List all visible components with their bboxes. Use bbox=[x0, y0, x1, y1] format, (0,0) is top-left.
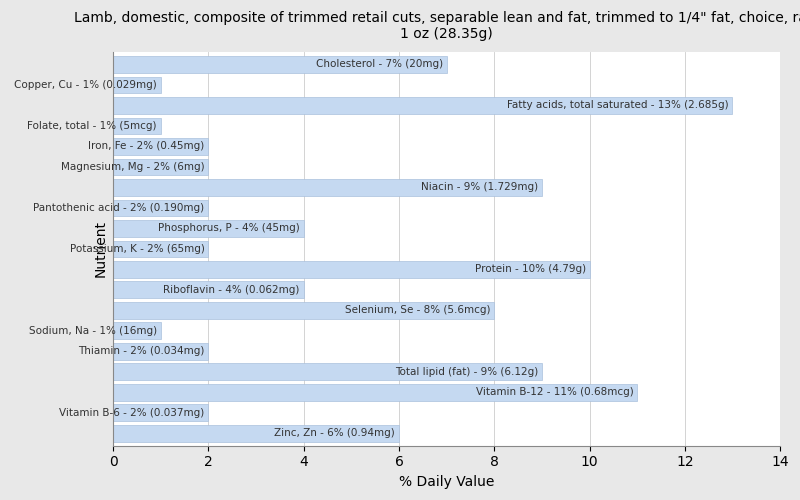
Text: Cholesterol - 7% (20mg): Cholesterol - 7% (20mg) bbox=[316, 60, 442, 70]
Text: Vitamin B-6 - 2% (0.037mg): Vitamin B-6 - 2% (0.037mg) bbox=[59, 408, 205, 418]
Text: Sodium, Na - 1% (16mg): Sodium, Na - 1% (16mg) bbox=[29, 326, 157, 336]
Text: Iron, Fe - 2% (0.45mg): Iron, Fe - 2% (0.45mg) bbox=[88, 142, 205, 152]
Text: Vitamin B-12 - 11% (0.68mcg): Vitamin B-12 - 11% (0.68mcg) bbox=[475, 388, 634, 398]
Bar bbox=[113, 302, 494, 319]
Bar bbox=[113, 220, 304, 237]
Text: Phosphorus, P - 4% (45mg): Phosphorus, P - 4% (45mg) bbox=[158, 224, 300, 234]
Text: Fatty acids, total saturated - 13% (2.685g): Fatty acids, total saturated - 13% (2.68… bbox=[507, 100, 729, 110]
Bar bbox=[113, 179, 542, 196]
Text: Protein - 10% (4.79g): Protein - 10% (4.79g) bbox=[474, 264, 586, 274]
Bar bbox=[113, 76, 161, 94]
Bar bbox=[113, 240, 208, 258]
Text: Riboflavin - 4% (0.062mg): Riboflavin - 4% (0.062mg) bbox=[163, 285, 300, 295]
Text: Zinc, Zn - 6% (0.94mg): Zinc, Zn - 6% (0.94mg) bbox=[274, 428, 395, 438]
Bar bbox=[113, 138, 208, 155]
Bar bbox=[113, 384, 637, 400]
Text: Magnesium, Mg - 2% (6mg): Magnesium, Mg - 2% (6mg) bbox=[61, 162, 205, 172]
Y-axis label: Nutrient: Nutrient bbox=[94, 220, 107, 278]
Bar bbox=[113, 425, 399, 442]
Text: Copper, Cu - 1% (0.029mg): Copper, Cu - 1% (0.029mg) bbox=[14, 80, 157, 90]
Text: Niacin - 9% (1.729mg): Niacin - 9% (1.729mg) bbox=[421, 182, 538, 192]
Text: Pantothenic acid - 2% (0.190mg): Pantothenic acid - 2% (0.190mg) bbox=[34, 203, 205, 213]
Text: Total lipid (fat) - 9% (6.12g): Total lipid (fat) - 9% (6.12g) bbox=[395, 367, 538, 377]
Bar bbox=[113, 343, 208, 360]
Bar bbox=[113, 118, 161, 134]
Bar bbox=[113, 97, 733, 114]
Bar bbox=[113, 322, 161, 340]
Text: Potassium, K - 2% (65mg): Potassium, K - 2% (65mg) bbox=[70, 244, 205, 254]
Bar bbox=[113, 282, 304, 298]
X-axis label: % Daily Value: % Daily Value bbox=[399, 475, 494, 489]
Bar bbox=[113, 158, 208, 176]
Text: Folate, total - 1% (5mcg): Folate, total - 1% (5mcg) bbox=[27, 121, 157, 131]
Title: Lamb, domestic, composite of trimmed retail cuts, separable lean and fat, trimme: Lamb, domestic, composite of trimmed ret… bbox=[74, 11, 800, 42]
Bar bbox=[113, 200, 208, 216]
Text: Selenium, Se - 8% (5.6mcg): Selenium, Se - 8% (5.6mcg) bbox=[345, 306, 490, 316]
Bar bbox=[113, 364, 542, 380]
Text: Thiamin - 2% (0.034mg): Thiamin - 2% (0.034mg) bbox=[78, 346, 205, 356]
Bar bbox=[113, 404, 208, 421]
Bar bbox=[113, 261, 590, 278]
Bar bbox=[113, 56, 446, 73]
